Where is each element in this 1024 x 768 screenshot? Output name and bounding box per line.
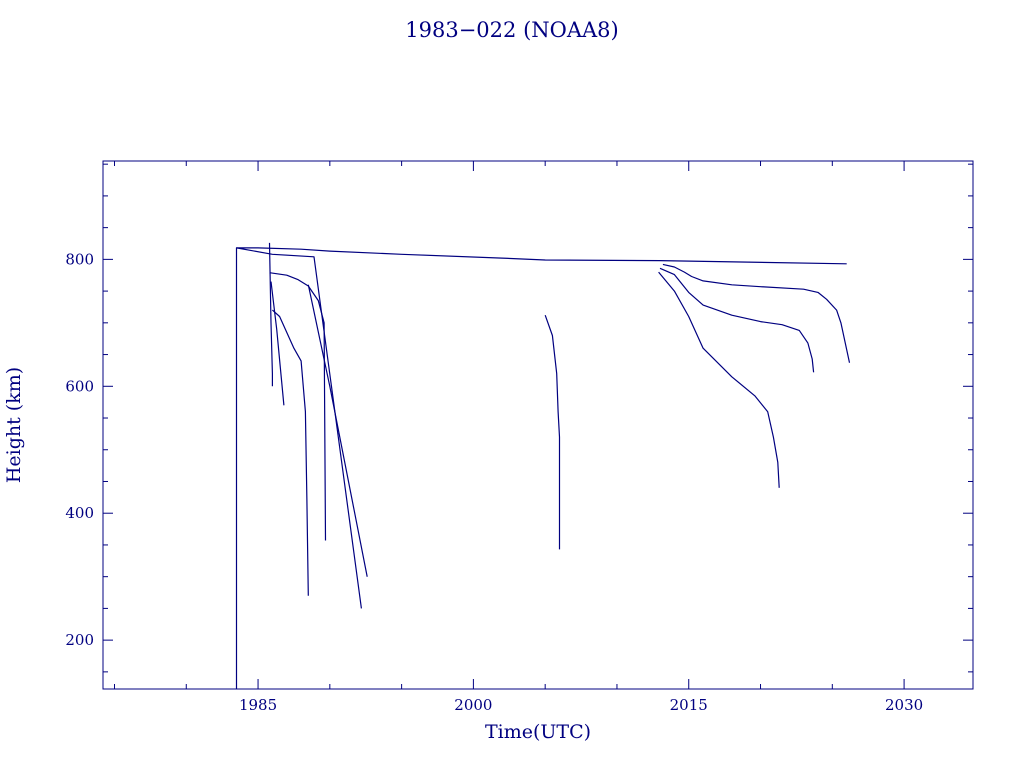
y-tick-label: 600 <box>65 377 94 395</box>
series-group <box>235 242 851 689</box>
series-line-3 <box>268 242 273 387</box>
x-tick-label: 2000 <box>454 696 492 714</box>
series-line-9 <box>662 263 851 363</box>
x-tick-labels: 1985 2000 2015 2030 <box>239 696 923 714</box>
series-line-8 <box>544 314 561 550</box>
y-tick-label: 400 <box>65 504 94 522</box>
y-tick-label: 200 <box>65 631 94 649</box>
series-line-5 <box>269 272 327 541</box>
series-line-7 <box>307 284 368 577</box>
y-tick-label: 800 <box>65 250 94 268</box>
series-line-4 <box>270 281 285 406</box>
series-line-2 <box>236 247 362 609</box>
y-tick-labels: 200 400 600 800 <box>65 250 94 649</box>
x-tick-label: 2015 <box>670 696 708 714</box>
plot-frame <box>102 160 974 690</box>
axis-ticks <box>103 161 973 689</box>
x-axis-label: Time(UTC) <box>485 721 591 743</box>
series-line-11 <box>658 271 780 488</box>
y-axis-label: Height (km) <box>3 367 25 483</box>
x-tick-label: 2030 <box>885 696 923 714</box>
x-tick-label: 1985 <box>239 696 277 714</box>
series-line-1 <box>235 247 847 689</box>
series-line-10 <box>659 267 815 373</box>
series-line-6 <box>272 309 309 596</box>
chart-title: 1983−022 (NOAA8) <box>405 18 618 42</box>
